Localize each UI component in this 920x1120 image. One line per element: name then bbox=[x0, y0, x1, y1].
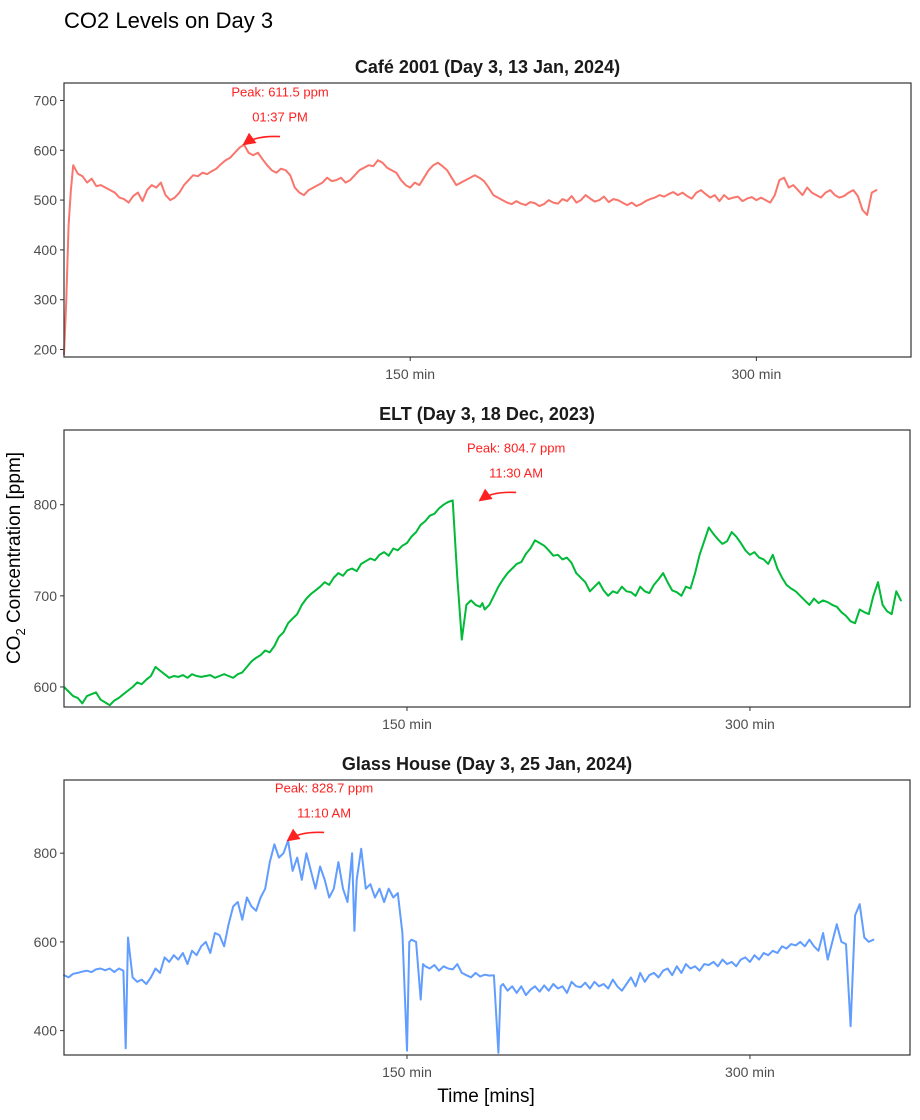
peak-arrow bbox=[478, 488, 517, 502]
chart-panel-2: ELT (Day 3, 18 Dec, 2023) 600 700 800 150 mi… bbox=[34, 404, 911, 732]
y-tick-label: 500 bbox=[34, 192, 58, 208]
peak-label: Peak: 828.7 ppm bbox=[275, 780, 373, 795]
x-tick-label: 300 min bbox=[725, 716, 775, 732]
panel-border bbox=[63, 429, 911, 708]
figure-title: CO2 Levels on Day 3 bbox=[64, 8, 274, 33]
y-tick-label: 800 bbox=[34, 497, 58, 513]
y-tick-label: 700 bbox=[34, 588, 58, 604]
y-tick-label: 300 bbox=[34, 292, 58, 308]
series-line bbox=[63, 499, 902, 707]
y-tick-label: 200 bbox=[34, 342, 58, 358]
x-tick-label: 300 min bbox=[725, 1064, 775, 1080]
peak-time-label: 11:10 AM bbox=[297, 805, 351, 820]
y-tick-label: 400 bbox=[34, 1023, 58, 1039]
peak-arrow bbox=[286, 828, 325, 842]
x-tick-label: 150 min bbox=[382, 1064, 432, 1080]
x-tick-label: 150 min bbox=[385, 366, 435, 382]
y-tick-label: 800 bbox=[34, 845, 58, 861]
chart-panel-1: Café 2001 (Day 3, 13 Jan, 2024) 200 300 400… bbox=[34, 57, 912, 382]
x-axis-label: Time [mins] bbox=[437, 1086, 535, 1107]
y-tick-label: 400 bbox=[34, 242, 58, 258]
y-tick-label: 700 bbox=[34, 92, 58, 108]
x-tick-label: 150 min bbox=[382, 716, 432, 732]
peak-arrow bbox=[242, 132, 281, 146]
series-line bbox=[63, 839, 875, 1054]
chart-panel-3: Glass House (Day 3, 25 Jan, 2024) 400 600 8… bbox=[34, 754, 911, 1080]
panel-title: Glass House (Day 3, 25 Jan, 2024) bbox=[342, 754, 632, 774]
peak-label: Peak: 611.5 ppm bbox=[231, 85, 328, 100]
x-tick-label: 300 min bbox=[731, 366, 781, 382]
panel-title: Café 2001 (Day 3, 13 Jan, 2024) bbox=[355, 57, 620, 77]
series-line bbox=[63, 143, 878, 356]
panel-border bbox=[63, 779, 911, 1056]
panel-title: ELT (Day 3, 18 Dec, 2023) bbox=[379, 404, 595, 424]
y-tick-label: 600 bbox=[34, 142, 58, 158]
peak-time-label: 11:30 AM bbox=[489, 465, 543, 480]
peak-label: Peak: 804.7 ppm bbox=[467, 440, 565, 455]
peak-time-label: 01:37 PM bbox=[252, 110, 308, 125]
y-tick-label: 600 bbox=[34, 679, 58, 695]
y-tick-label: 600 bbox=[34, 934, 58, 950]
panel-border bbox=[63, 82, 912, 358]
